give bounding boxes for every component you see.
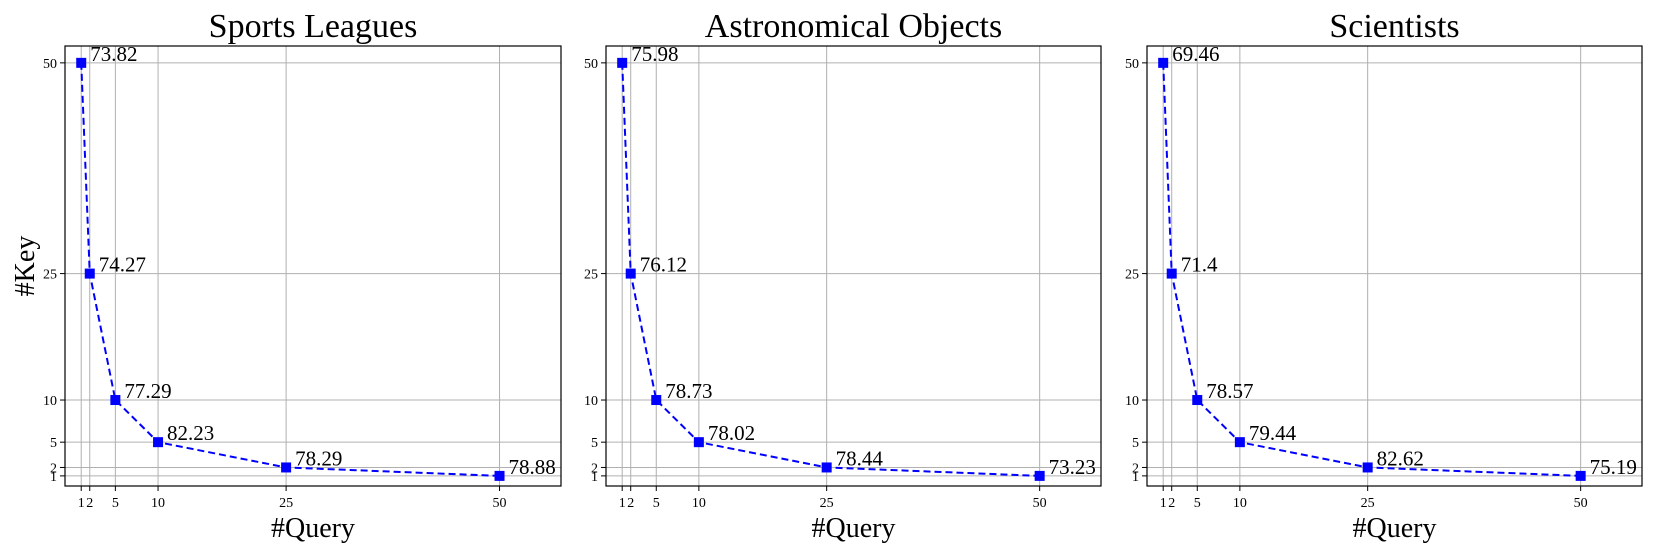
x-tick-label: 10 — [692, 496, 706, 511]
x-tick-label: 1 — [619, 496, 626, 511]
x-axis-label: #Query — [1353, 513, 1437, 544]
y-tick-label: 10 — [43, 394, 57, 409]
x-tick-label: 50 — [1033, 496, 1047, 511]
x-axis-label: #Query — [271, 513, 355, 544]
y-tick-label: 2 — [1132, 461, 1139, 476]
y-tick-label: 1 — [50, 470, 57, 485]
data-value-label: 75.19 — [1590, 455, 1637, 479]
chart-title: Scientists — [1329, 8, 1459, 45]
series-line — [621, 62, 1040, 477]
data-value-label: 69.46 — [1172, 42, 1219, 66]
x-tick-label: 1 — [78, 496, 85, 511]
data-value-label: 78.44 — [836, 446, 884, 470]
data-point-marker — [625, 268, 636, 279]
y-tick-label: 2 — [50, 461, 57, 476]
plot-frame — [605, 45, 1102, 487]
y-tick-label: 1 — [1132, 470, 1139, 485]
y-tick-label: 50 — [43, 57, 57, 72]
plot-frame — [64, 45, 562, 487]
data-point-marker — [1166, 268, 1177, 279]
data-value-label: 73.23 — [1049, 455, 1096, 479]
x-tick-label: 10 — [151, 496, 165, 511]
x-axis-label: #Query — [812, 513, 896, 544]
data-point-marker — [84, 268, 95, 279]
data-point-marker — [1034, 470, 1045, 481]
y-tick-label: 25 — [1125, 268, 1139, 283]
x-tick-label: 5 — [653, 496, 660, 511]
y-tick-label: 25 — [43, 268, 57, 283]
data-value-label: 78.73 — [665, 379, 712, 403]
y-tick-label: 5 — [1132, 436, 1139, 451]
data-value-label: 82.62 — [1377, 446, 1424, 470]
x-tick-label: 5 — [1194, 496, 1201, 511]
x-tick-label: 25 — [820, 496, 834, 511]
data-value-label: 73.82 — [90, 42, 137, 66]
x-tick-label: 25 — [1361, 496, 1375, 511]
y-tick-label: 10 — [584, 394, 598, 409]
data-point-marker — [1362, 462, 1373, 473]
y-tick-label: 25 — [584, 268, 598, 283]
data-point-marker — [153, 437, 164, 448]
data-point-marker — [821, 462, 832, 473]
series-line — [80, 62, 500, 477]
data-value-label: 79.44 — [1249, 421, 1297, 445]
y-axis-label: #Key — [10, 236, 41, 297]
data-point-marker — [1575, 470, 1586, 481]
x-tick-label: 10 — [1233, 496, 1247, 511]
data-point-marker — [76, 57, 87, 68]
data-value-label: 78.88 — [509, 455, 556, 479]
data-value-label: 74.27 — [99, 253, 146, 277]
data-point-marker — [1234, 437, 1245, 448]
data-value-label: 75.98 — [631, 42, 678, 66]
y-tick-label: 5 — [591, 436, 598, 451]
data-value-label: 76.12 — [640, 253, 687, 277]
data-point-marker — [110, 395, 121, 406]
y-tick-label: 50 — [1125, 57, 1139, 72]
x-tick-label: 25 — [279, 496, 293, 511]
data-point-marker — [617, 57, 628, 68]
plot-frame — [1146, 45, 1643, 487]
y-tick-label: 10 — [1125, 394, 1139, 409]
data-value-label: 78.29 — [295, 446, 342, 470]
data-value-label: 78.02 — [708, 421, 755, 445]
chart-title: Astronomical Objects — [705, 8, 1002, 45]
x-tick-label: 5 — [112, 496, 119, 511]
x-tick-label: 50 — [493, 496, 507, 511]
data-point-marker — [651, 395, 662, 406]
x-tick-label: 2 — [627, 496, 634, 511]
data-value-label: 82.23 — [167, 421, 214, 445]
chart-title: Sports Leagues — [209, 8, 418, 45]
y-tick-label: 5 — [50, 436, 57, 451]
data-value-label: 71.4 — [1181, 253, 1218, 277]
data-point-marker — [494, 470, 505, 481]
x-tick-label: 50 — [1574, 496, 1588, 511]
data-point-marker — [1192, 395, 1203, 406]
data-point-marker — [281, 462, 292, 473]
data-value-label: 78.57 — [1206, 379, 1253, 403]
y-tick-label: 1 — [591, 470, 598, 485]
y-tick-label: 2 — [591, 461, 598, 476]
x-tick-label: 2 — [86, 496, 93, 511]
x-tick-label: 1 — [1160, 496, 1167, 511]
y-tick-label: 50 — [584, 57, 598, 72]
data-point-marker — [693, 437, 704, 448]
x-tick-label: 2 — [1168, 496, 1175, 511]
data-value-label: 77.29 — [124, 379, 171, 403]
data-point-marker — [1158, 57, 1169, 68]
series-line — [1162, 62, 1581, 477]
